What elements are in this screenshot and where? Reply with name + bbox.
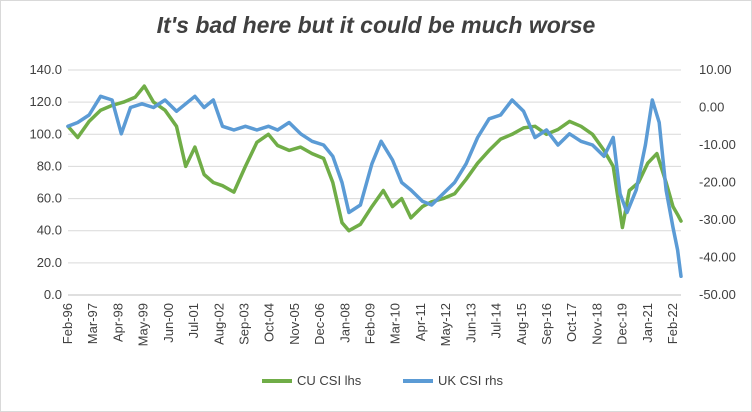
y-right-tick-label: 0.00 xyxy=(699,100,724,115)
x-tick-label: Sep-16 xyxy=(539,303,554,345)
x-tick-label: May-99 xyxy=(136,303,151,346)
x-tick-label: Jun-00 xyxy=(161,303,176,343)
y-left-tick-label: 140.0 xyxy=(29,62,62,77)
x-tick-label: Apr-11 xyxy=(413,303,428,341)
x-tick-label: Sep-03 xyxy=(236,303,251,345)
x-tick-label: Jul-14 xyxy=(489,303,504,338)
x-tick-label: May-12 xyxy=(438,303,453,346)
x-tick-label: Jan-08 xyxy=(337,303,352,343)
y-right-tick-label: -10.00 xyxy=(699,137,736,152)
x-tick-label: Aug-02 xyxy=(211,303,226,345)
x-tick-label: Aug-15 xyxy=(514,303,529,345)
x-tick-label: Nov-18 xyxy=(589,303,604,345)
uk-csi-line xyxy=(66,94,683,279)
y-right-tick-label: -50.00 xyxy=(699,287,736,302)
y-left-tick-label: 80.0 xyxy=(37,158,62,173)
x-tick-label: Dec-19 xyxy=(615,303,630,345)
x-tick-label: Jan-21 xyxy=(640,303,655,343)
x-tick-label: Mar-10 xyxy=(388,303,403,344)
x-tick-label: Oct-17 xyxy=(564,303,579,342)
x-tick-label: Dec-06 xyxy=(312,303,327,345)
cu-csi-line xyxy=(66,84,683,233)
y-left-tick-label: 120.0 xyxy=(29,94,62,109)
y-right-tick-label: -40.00 xyxy=(699,250,736,265)
x-tick-label: Feb-22 xyxy=(665,303,680,344)
x-tick-label: Feb-09 xyxy=(363,303,378,344)
y-left-tick-label: 60.0 xyxy=(37,191,62,206)
x-tick-label: Jun-13 xyxy=(463,303,478,343)
x-tick-label: Apr-98 xyxy=(110,303,125,342)
x-tick-label: Mar-97 xyxy=(85,303,100,344)
legend-label: UK CSI rhs xyxy=(438,373,504,388)
y-right-tick-label: -20.00 xyxy=(699,175,736,190)
x-tick-label: Feb-96 xyxy=(60,303,75,344)
x-tick-label: Oct-04 xyxy=(262,303,277,342)
y-left-tick-label: 0.0 xyxy=(44,287,62,302)
x-tick-label: Nov-05 xyxy=(287,303,302,345)
y-right-tick-label: 10.00 xyxy=(699,62,732,77)
y-right-tick-label: -30.00 xyxy=(699,212,736,227)
chart-title: It's bad here but it could be much worse xyxy=(156,12,596,38)
legend-label: CU CSI lhs xyxy=(297,373,362,388)
y-left-tick-label: 20.0 xyxy=(37,255,62,270)
y-left-tick-label: 40.0 xyxy=(37,223,62,238)
x-tick-label: Jul-01 xyxy=(186,303,201,338)
y-left-tick-label: 100.0 xyxy=(29,126,62,141)
